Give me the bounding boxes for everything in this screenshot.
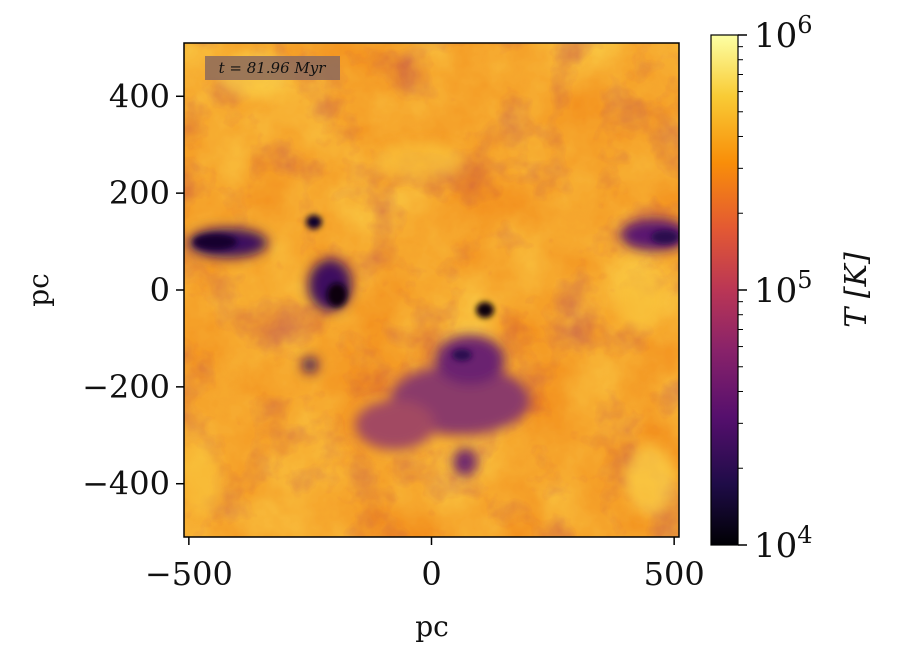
x-tick-label: −500 [145, 555, 233, 593]
cold-regions [188, 219, 679, 476]
x-tick-label: 0 [421, 555, 441, 593]
colorbar-tick-label: 104 [754, 521, 813, 566]
time-annotation: t = 81.96 Myr [219, 59, 327, 77]
y-axis: 400 200 0 −200 −400 [82, 77, 184, 503]
x-axis-label: pc [415, 610, 449, 643]
x-axis: −500 0 500 [145, 537, 705, 593]
y-tick-label: 400 [109, 77, 170, 115]
colorbar-ticks: 104 105 106 [738, 11, 813, 566]
x-tick-label: 500 [644, 555, 705, 593]
colorbar-label: T [K] [839, 252, 874, 328]
y-tick-label: 0 [150, 271, 170, 309]
colorbar [710, 34, 739, 546]
y-axis-label: pc [22, 273, 55, 307]
y-tick-label: −400 [82, 465, 170, 503]
colorbar-tick-label: 106 [754, 11, 813, 56]
time-annotation-box [205, 56, 340, 80]
y-tick-label: 200 [109, 174, 170, 212]
temperature-heatmap [184, 43, 679, 537]
y-tick-label: −200 [82, 368, 170, 406]
colorbar-tick-label: 105 [754, 266, 813, 311]
